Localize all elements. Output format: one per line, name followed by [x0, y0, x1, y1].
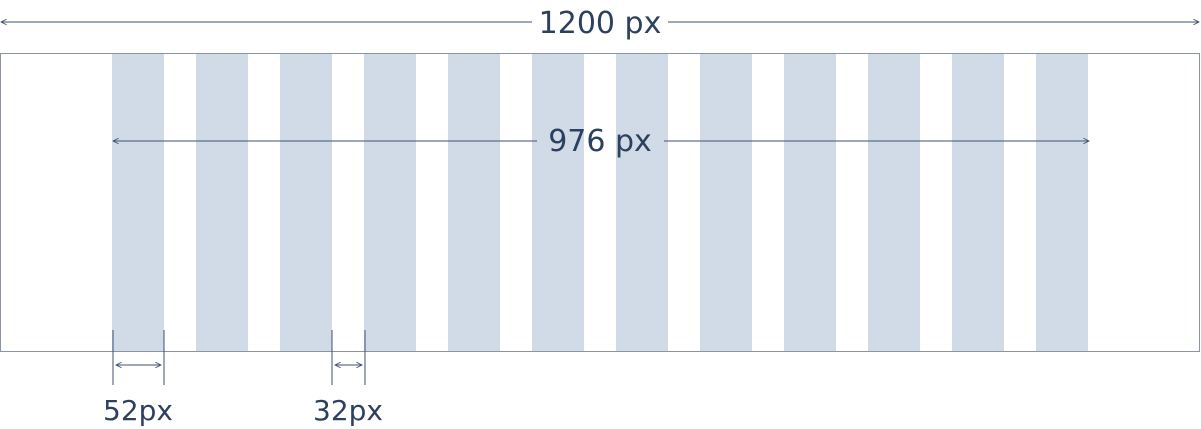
grid-column-9	[784, 54, 836, 351]
grid-column-12	[1036, 54, 1088, 351]
grid-column-3	[280, 54, 332, 351]
grid-column-4	[364, 54, 416, 351]
grid-column-2	[196, 54, 248, 351]
grid-column-8	[700, 54, 752, 351]
grid-column-10	[868, 54, 920, 351]
total-width-dimension: 1200 px	[1, 6, 1199, 41]
content-width-label: 976 px	[548, 124, 652, 159]
content-width-dimension: 976 px	[113, 124, 1089, 159]
column-width-dimension: 52px	[103, 330, 173, 427]
gutter-width-dimension: 32px	[313, 330, 383, 427]
page-frame	[0, 53, 1200, 352]
grid-column-11	[952, 54, 1004, 351]
column-width-label: 52px	[103, 394, 173, 427]
grid-column-7	[616, 54, 668, 351]
grid-column-6	[532, 54, 584, 351]
grid-columns	[112, 54, 1088, 351]
grid-column-5	[448, 54, 500, 351]
grid-column-1	[112, 54, 164, 351]
gutter-width-label: 32px	[313, 394, 383, 427]
total-width-label: 1200 px	[539, 6, 662, 41]
